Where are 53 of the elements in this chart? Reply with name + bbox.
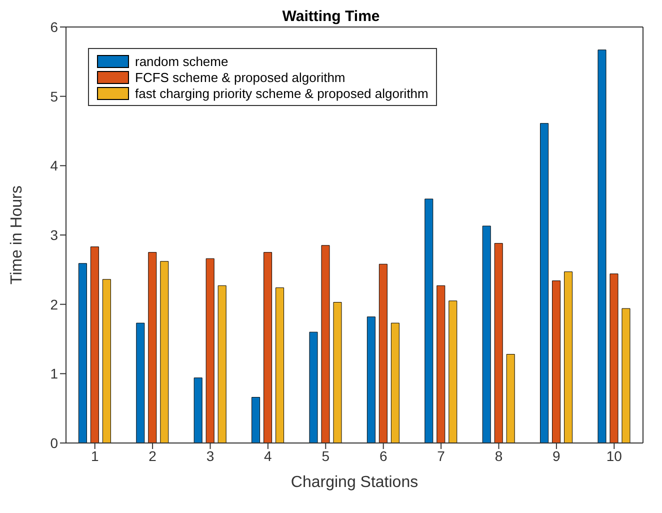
bar [390, 322, 400, 443]
bar [309, 332, 318, 443]
bar [206, 258, 214, 443]
x-tick-label: 3 [206, 448, 214, 464]
bar [366, 316, 376, 443]
y-tick-label: 5 [50, 88, 58, 104]
bar [506, 354, 515, 443]
x-tick-label: 7 [437, 448, 446, 464]
legend-label: fast charging priority scheme & proposed algorithm [135, 86, 428, 100]
bar [160, 261, 169, 443]
bar [90, 246, 99, 443]
bar [218, 285, 226, 443]
bar [333, 302, 342, 443]
x-axis-title: Charging Stations [290, 474, 418, 491]
bar [102, 279, 111, 443]
chart-title: Waitting Time [282, 8, 380, 25]
bar [552, 280, 561, 443]
y-tick-label: 3 [50, 226, 58, 243]
x-tick-label: 6 [379, 448, 388, 464]
x-tick-label: 4 [264, 448, 272, 464]
y-axis-title: Time in Hours [8, 186, 26, 284]
y-tick-label: 0 [50, 434, 58, 451]
y-tick-label: 6 [50, 18, 58, 35]
x-tick-label: 1 [90, 448, 99, 464]
y-tick-label: 2 [50, 296, 58, 312]
bar [622, 308, 630, 443]
legend-label: FCFS scheme & proposed algorithm [135, 70, 346, 84]
bar [264, 252, 272, 443]
x-tick-label: 8 [494, 448, 503, 464]
bar [424, 198, 434, 443]
bar [436, 285, 446, 443]
bar [78, 263, 87, 443]
y-tick-label: 1 [50, 366, 58, 382]
bar [194, 378, 202, 443]
bar [448, 300, 458, 443]
x-tick-label: 5 [322, 448, 330, 464]
bar [148, 252, 157, 443]
bar [321, 245, 330, 443]
bar [598, 50, 606, 443]
bar [378, 264, 388, 443]
x-tick-label: 2 [148, 448, 157, 464]
bar [540, 123, 549, 443]
bar [610, 274, 618, 443]
bar [564, 271, 573, 443]
x-tick-label: 10 [606, 448, 622, 464]
bar [252, 396, 260, 443]
bar [136, 322, 145, 443]
y-tick-label: 4 [50, 158, 58, 174]
bar [276, 287, 284, 443]
bar [482, 226, 491, 443]
legend-label: random scheme [135, 54, 228, 68]
x-tick-label: 9 [552, 448, 561, 464]
bar [494, 243, 503, 443]
